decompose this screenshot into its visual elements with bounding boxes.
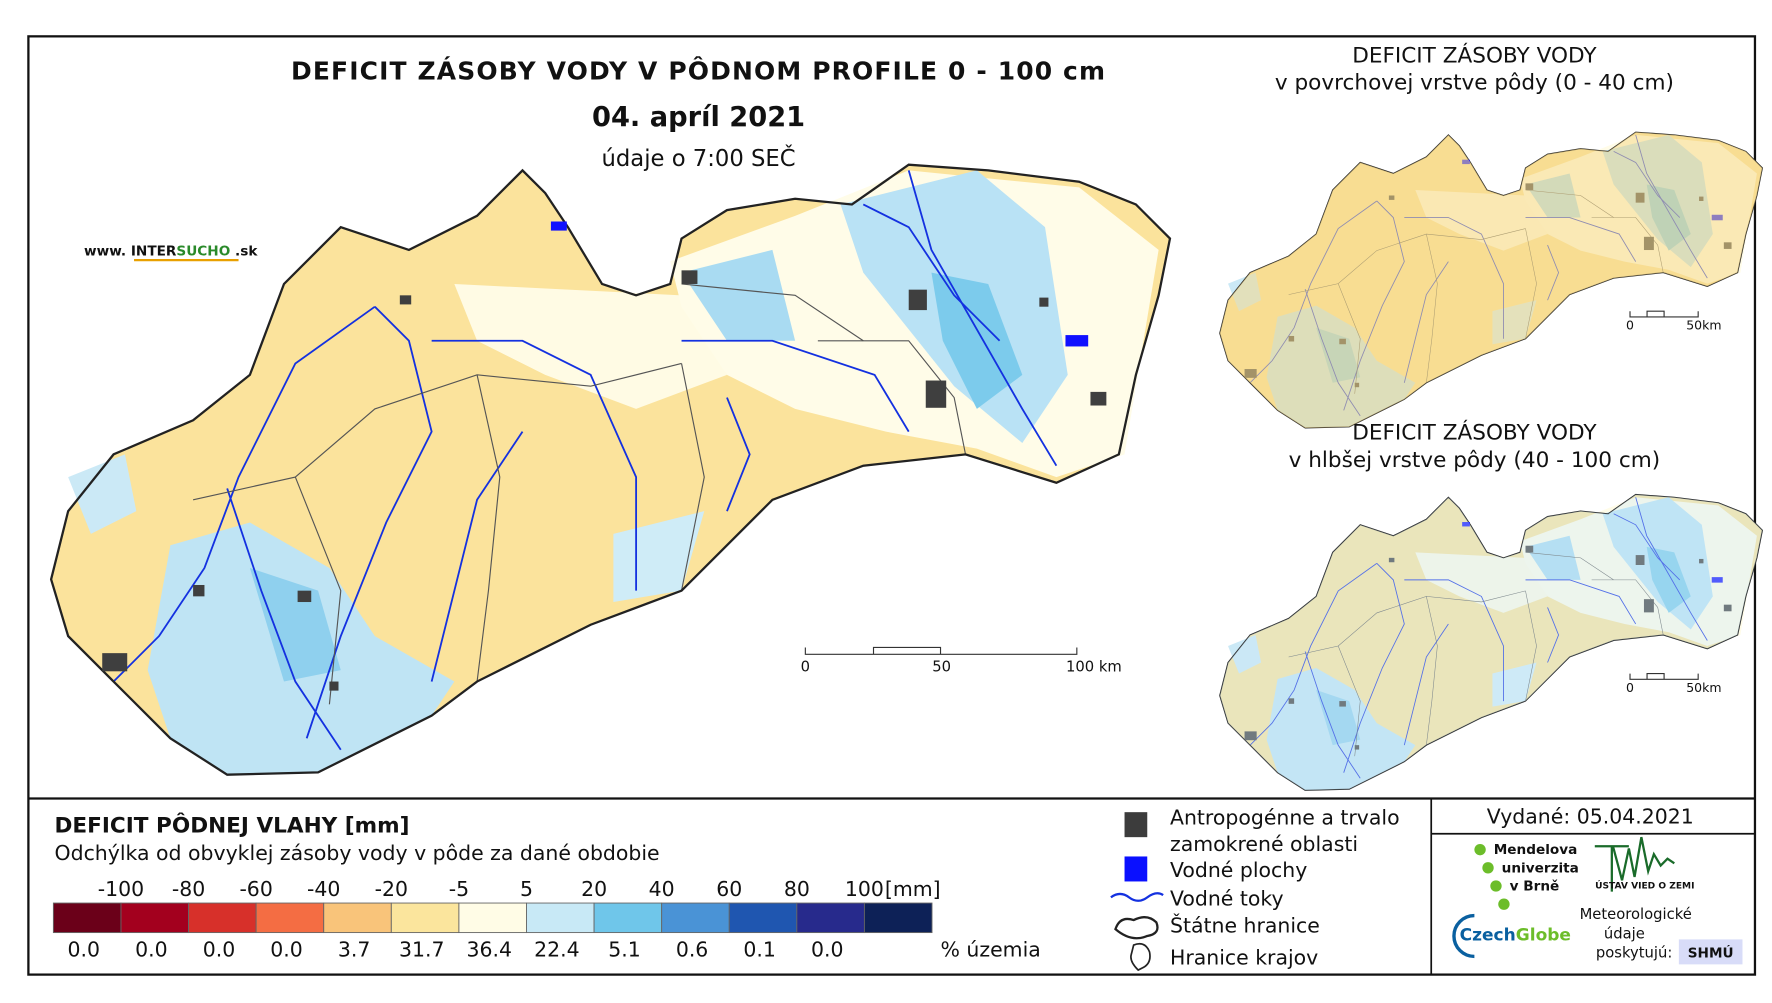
logo-text: Meteorologické <box>1580 906 1692 923</box>
logo-text: Globe <box>1516 926 1571 946</box>
scale-label: 100 km <box>1066 658 1122 675</box>
symbol-urban <box>1124 812 1148 838</box>
map-date: 04. apríl 2021 <box>592 102 805 133</box>
legend-swatch <box>863 902 933 934</box>
percent-value: 5.1 <box>608 937 641 961</box>
legend-swatch <box>661 902 730 934</box>
percent-value: 0.0 <box>270 937 303 961</box>
threshold-label: 60 <box>716 877 742 901</box>
issued: Vydané: 05.04.2021 <box>1487 805 1694 829</box>
scale-label: 50km <box>1686 680 1721 695</box>
inset-title: DEFICIT ZÁSOBY VODY <box>1352 420 1597 446</box>
scale-bar <box>804 646 1078 655</box>
symbol-river <box>1110 892 1164 902</box>
legend-swatch <box>390 902 460 934</box>
symbol-label: Hranice krajov <box>1170 945 1318 969</box>
symbol-region <box>1130 942 1151 972</box>
logo-text: v Brně <box>1510 879 1560 895</box>
inset-subtitle: v hlbšej vrstve pôdy (40 - 100 cm) <box>1289 448 1661 473</box>
symbol-label: Vodné toky <box>1170 886 1284 910</box>
legend-scale: -100 -80 -60 -40 -20 -5 5 20 40 60 80 100 [mm] 0.0 0.0… <box>52 877 941 961</box>
percent-value: 3.7 <box>338 937 371 961</box>
threshold-label: -40 <box>307 877 340 901</box>
threshold-label: -5 <box>449 877 469 901</box>
logo-text: SHMÚ <box>1688 944 1734 962</box>
percent-value: 36.4 <box>467 937 513 961</box>
percent-value: 0.6 <box>676 937 709 961</box>
website-suffix: .sk <box>235 244 258 260</box>
threshold-label: 20 <box>581 877 607 901</box>
logo-text: univerzita <box>1502 860 1579 876</box>
symbol-label: Vodné plochy <box>1170 858 1307 882</box>
threshold-label: 80 <box>784 877 810 901</box>
ustav-logo <box>1594 836 1675 892</box>
logo-text: ÚSTAV VIED O ZEMI <box>1595 879 1694 891</box>
symbol-water <box>1124 856 1148 882</box>
percent-label: % územia <box>941 937 1041 961</box>
scale-label: 0 <box>1626 680 1634 695</box>
logo-text: Czech <box>1460 926 1516 946</box>
threshold-label: 100 <box>845 877 884 901</box>
map-title: DEFICIT ZÁSOBY VODY V PÔDNOM PROFILE 0 -… <box>291 56 1106 86</box>
threshold-label: -60 <box>239 877 272 901</box>
inset-scale <box>1629 310 1699 318</box>
legend-swatch <box>593 902 663 934</box>
website-prefix: www. INTER <box>84 244 177 260</box>
shmu-logo <box>1678 939 1743 965</box>
logo-text: poskytujú: <box>1596 945 1672 962</box>
threshold-label: -100 <box>98 877 144 901</box>
legend-subtitle: Odchýlka od obvyklej zásoby vody v pôde … <box>55 841 660 865</box>
legend-swatch <box>255 902 325 934</box>
inset-subtitle: v povrchovej vrstve pôdy (0 - 40 cm) <box>1275 71 1674 96</box>
percent-value: 0.0 <box>203 937 236 961</box>
legend-swatch <box>526 902 595 934</box>
inset-scale <box>1629 673 1699 680</box>
inset-title: DEFICIT ZÁSOBY VODY <box>1352 42 1597 68</box>
legend-swatch <box>323 902 392 934</box>
percent-value: 0.1 <box>743 937 776 961</box>
legend-swatch <box>796 902 865 934</box>
symbol-border <box>1114 916 1159 940</box>
symbol-label: Štátne hranice <box>1170 913 1320 938</box>
symbol-label: zamokrené oblasti <box>1170 832 1358 856</box>
legend-swatch <box>728 902 798 934</box>
map-subtitle: údaje o 7:00 SEČ <box>602 144 796 172</box>
mendel-dots <box>1474 843 1510 910</box>
website-highlight: SUCHO <box>176 244 230 260</box>
percent-value: 0.0 <box>135 937 168 961</box>
legend-title: DEFICIT PÔDNEJ VLAHY [mm] <box>55 813 410 839</box>
legend-swatch <box>120 902 190 934</box>
unit-label: [mm] <box>885 877 941 901</box>
scale-label: 0 <box>801 658 810 675</box>
percent-value: 22.4 <box>534 937 580 961</box>
website: www. INTERSUCHO .sk <box>84 244 258 260</box>
percent-value: 0.0 <box>68 937 101 961</box>
threshold-label: -20 <box>375 877 408 901</box>
percent-value: 0.0 <box>811 937 844 961</box>
logo-text: Mendelova <box>1494 842 1578 858</box>
symbol-label: Antropogénne a trvalo <box>1170 806 1400 830</box>
legend-swatch <box>52 902 122 934</box>
legend-swatch <box>458 902 527 934</box>
threshold-label: -80 <box>172 877 205 901</box>
legend-swatch <box>188 902 257 934</box>
logo-text: CzechGlobe <box>1460 926 1571 946</box>
scale-label: 0 <box>1626 317 1634 332</box>
threshold-label: 5 <box>520 877 533 901</box>
logo-text: údaje <box>1604 925 1645 942</box>
percent-value: 31.7 <box>399 937 445 961</box>
czechglobe-arc <box>1452 913 1475 959</box>
threshold-label: 40 <box>649 877 675 901</box>
scale-label: 50 <box>932 658 951 675</box>
scale-label: 50km <box>1686 317 1721 332</box>
